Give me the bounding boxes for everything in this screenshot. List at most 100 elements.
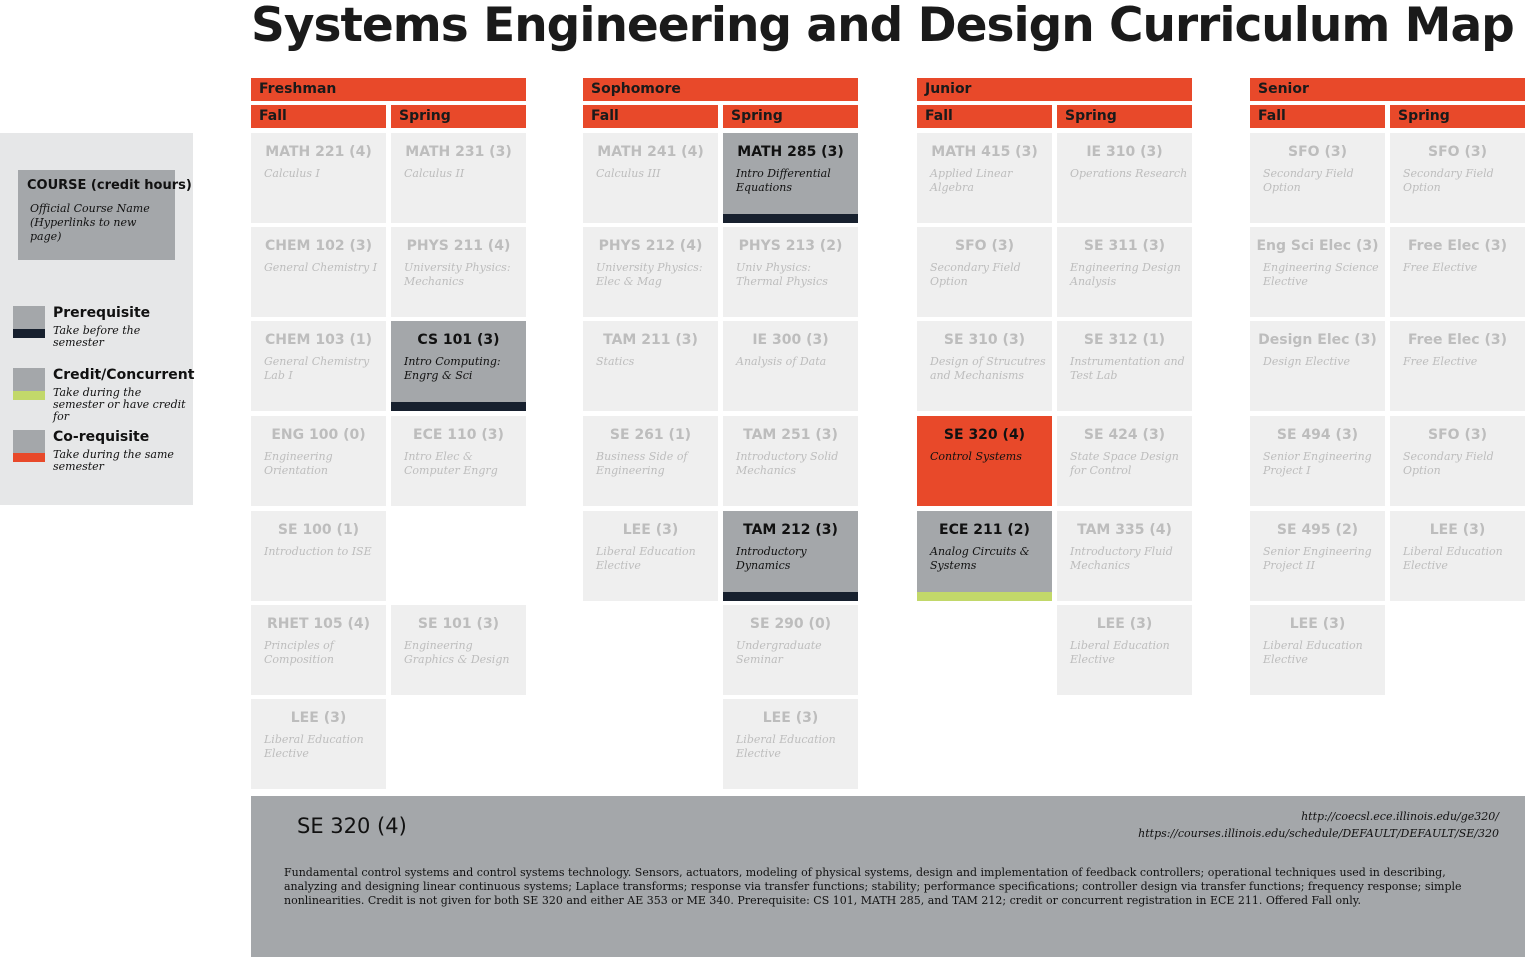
course-name: Control Systems [930, 450, 1022, 463]
legend-corequisite-title: Co-requisite [53, 429, 150, 445]
year-header-sophomore: Sophomore [583, 78, 858, 101]
course-card[interactable]: SFO (3) Secondary Field Option [917, 227, 1052, 317]
course-card[interactable]: PHYS 213 (2) Univ Physics: Thermal Physic… [723, 227, 858, 317]
course-card[interactable]: SE 311 (3) Engineering Design Analysis [1057, 227, 1192, 317]
course-name: Intro Elec & Computer Engrg [404, 450, 498, 477]
course-code: TAM 335 (4) [1077, 522, 1172, 538]
course-card[interactable]: LEE (3) Liberal Education Elective [1057, 605, 1192, 695]
course-card[interactable]: MATH 231 (3) Calculus II [391, 133, 526, 223]
year-header-senior: Senior [1250, 78, 1525, 101]
course-card[interactable]: TAM 335 (4) Introductory Fluid Mechanics [1057, 511, 1192, 601]
course-name: Liberal Education Elective [1263, 639, 1363, 666]
course-code: MATH 285 (3) [737, 144, 844, 160]
semester-header-fall: Fall [583, 105, 718, 128]
course-card[interactable]: Free Elec (3) Free Elective [1390, 321, 1525, 411]
course-card[interactable]: MATH 285 (3) Intro Differential Equations [723, 133, 858, 223]
course-name: Free Elective [1403, 261, 1478, 274]
detail-link[interactable]: http://coecsl.ece.illinois.edu/ge320/ [1301, 810, 1499, 823]
detail-link[interactable]: https://courses.illinois.edu/schedule/DE… [1138, 827, 1499, 840]
course-code: SE 320 (4) [943, 427, 1026, 443]
course-name: Analog Circuits & Systems [930, 545, 1030, 572]
course-card[interactable]: ECE 211 (2) Analog Circuits & Systems [917, 511, 1052, 601]
course-card[interactable]: RHET 105 (4) Principles of Composition [251, 605, 386, 695]
course-name: Principles of Composition [264, 639, 334, 666]
course-code: SE 100 (1) [277, 522, 360, 538]
course-code: CS 101 (3) [417, 332, 500, 348]
legend-concurrent-swatch [13, 368, 45, 400]
course-name: Calculus III [596, 167, 661, 180]
course-card[interactable]: LEE (3) Liberal Education Elective [251, 699, 386, 789]
course-detail-panel: SE 320 (4) http://coecsl.ece.illinois.ed… [251, 796, 1525, 957]
legend-prerequisite-desc: Take before the semester [53, 324, 141, 349]
course-card[interactable]: MATH 241 (4) Calculus III [583, 133, 718, 223]
course-card[interactable]: SFO (3) Secondary Field Option [1250, 133, 1385, 223]
legend-corequisite-swatch [13, 430, 45, 462]
legend-sample-course: COURSE (credit hours) Official Course Na… [18, 170, 192, 260]
course-code: Free Elec (3) [1407, 238, 1507, 254]
detail-course-title: SE 320 (4) [297, 814, 407, 838]
course-card[interactable]: SFO (3) Secondary Field Option [1390, 416, 1525, 506]
course-name: Design of Strucutres and Mechanisms [930, 355, 1046, 382]
course-code: IE 300 (3) [752, 332, 829, 348]
course-code: Design Elec (3) [1258, 332, 1377, 348]
legend-corequisite-desc: Take during the same semester [53, 448, 174, 473]
course-card[interactable]: Design Elec (3) Design Elective [1250, 321, 1385, 411]
course-card[interactable]: SE 494 (3) Senior Engineering Project I [1250, 416, 1385, 506]
detail-description: Fundamental control systems and control … [284, 866, 1462, 907]
course-code: PHYS 212 (4) [598, 238, 703, 254]
course-card[interactable]: Free Elec (3) Free Elective [1390, 227, 1525, 317]
course-card[interactable]: SE 261 (1) Business Side of Engineering [583, 416, 718, 506]
course-code: ENG 100 (0) [271, 427, 366, 443]
course-card[interactable]: LEE (3) Liberal Education Elective [1250, 605, 1385, 695]
course-card[interactable]: SE 290 (0) Undergraduate Seminar [723, 605, 858, 695]
course-name: University Physics: Elec & Mag [596, 261, 703, 288]
semester-header-spring: Spring [391, 105, 526, 128]
course-card[interactable]: CHEM 102 (3) General Chemistry I [251, 227, 386, 317]
course-card[interactable]: PHYS 212 (4) University Physics: Elec & M… [583, 227, 718, 317]
course-code: SE 424 (3) [1083, 427, 1166, 443]
course-card[interactable]: CS 101 (3) Intro Computing: Engrg & Sci [391, 321, 526, 411]
course-card[interactable]: LEE (3) Liberal Education Elective [723, 699, 858, 789]
course-name: Engineering Science Elective [1263, 261, 1379, 288]
course-card[interactable]: SE 320 (4) Control Systems [917, 416, 1052, 506]
course-card[interactable]: TAM 211 (3) Statics [583, 321, 718, 411]
legend-concurrent-desc: Take during the semester or have credit … [53, 386, 186, 423]
course-card[interactable]: TAM 212 (3) Introductory Dynamics [723, 511, 858, 601]
course-card[interactable]: SE 310 (3) Design of Strucutres and Mecha… [917, 321, 1052, 411]
course-name: Operations Research [1070, 167, 1188, 180]
course-card[interactable]: SE 495 (2) Senior Engineering Project II [1250, 511, 1385, 601]
course-code: PHYS 211 (4) [406, 238, 511, 254]
course-card[interactable]: SE 101 (3) Engineering Graphics & Design [391, 605, 526, 695]
course-name: Liberal Education Elective [736, 733, 836, 760]
course-card[interactable]: MATH 221 (4) Calculus I [251, 133, 386, 223]
course-code: TAM 211 (3) [603, 332, 698, 348]
course-name: Design Elective [1263, 355, 1350, 368]
course-card[interactable]: MATH 415 (3) Applied Linear Algebra [917, 133, 1052, 223]
course-card[interactable]: ENG 100 (0) Engineering Orientation [251, 416, 386, 506]
course-card[interactable]: SFO (3) Secondary Field Option [1390, 133, 1525, 223]
course-code: SE 310 (3) [943, 332, 1026, 348]
course-name: Applied Linear Algebra [930, 167, 1013, 194]
course-code: LEE (3) [762, 710, 819, 726]
course-code: SE 494 (3) [1276, 427, 1359, 443]
course-card[interactable]: Eng Sci Elec (3) Engineering Science Elec… [1250, 227, 1385, 317]
course-card[interactable]: ECE 110 (3) Intro Elec & Computer Engrg [391, 416, 526, 506]
course-card[interactable]: TAM 251 (3) Introductory Solid Mechanics [723, 416, 858, 506]
course-code: MATH 241 (4) [597, 144, 704, 160]
course-card[interactable]: PHYS 211 (4) University Physics: Mechanic… [391, 227, 526, 317]
course-card[interactable]: LEE (3) Liberal Education Elective [583, 511, 718, 601]
legend-sample-title: COURSE (credit hours) [27, 178, 192, 193]
course-name: Liberal Education Elective [264, 733, 364, 760]
course-card[interactable]: SE 100 (1) Introduction to ISE [251, 511, 386, 601]
course-card[interactable]: IE 300 (3) Analysis of Data [723, 321, 858, 411]
course-card[interactable]: SE 424 (3) State Space Design for Control [1057, 416, 1192, 506]
course-card[interactable]: CHEM 103 (1) General Chemistry Lab I [251, 321, 386, 411]
course-card[interactable]: IE 310 (3) Operations Research [1057, 133, 1192, 223]
course-card[interactable]: LEE (3) Liberal Education Elective [1390, 511, 1525, 601]
course-name: Business Side of Engineering [596, 450, 688, 477]
course-name: Engineering Orientation [264, 450, 333, 477]
prerequisite-indicator-bar [391, 402, 526, 411]
course-card[interactable]: SE 312 (1) Instrumentation and Test Lab [1057, 321, 1192, 411]
year-header-junior: Junior [917, 78, 1192, 101]
course-name: Secondary Field Option [1403, 450, 1494, 477]
